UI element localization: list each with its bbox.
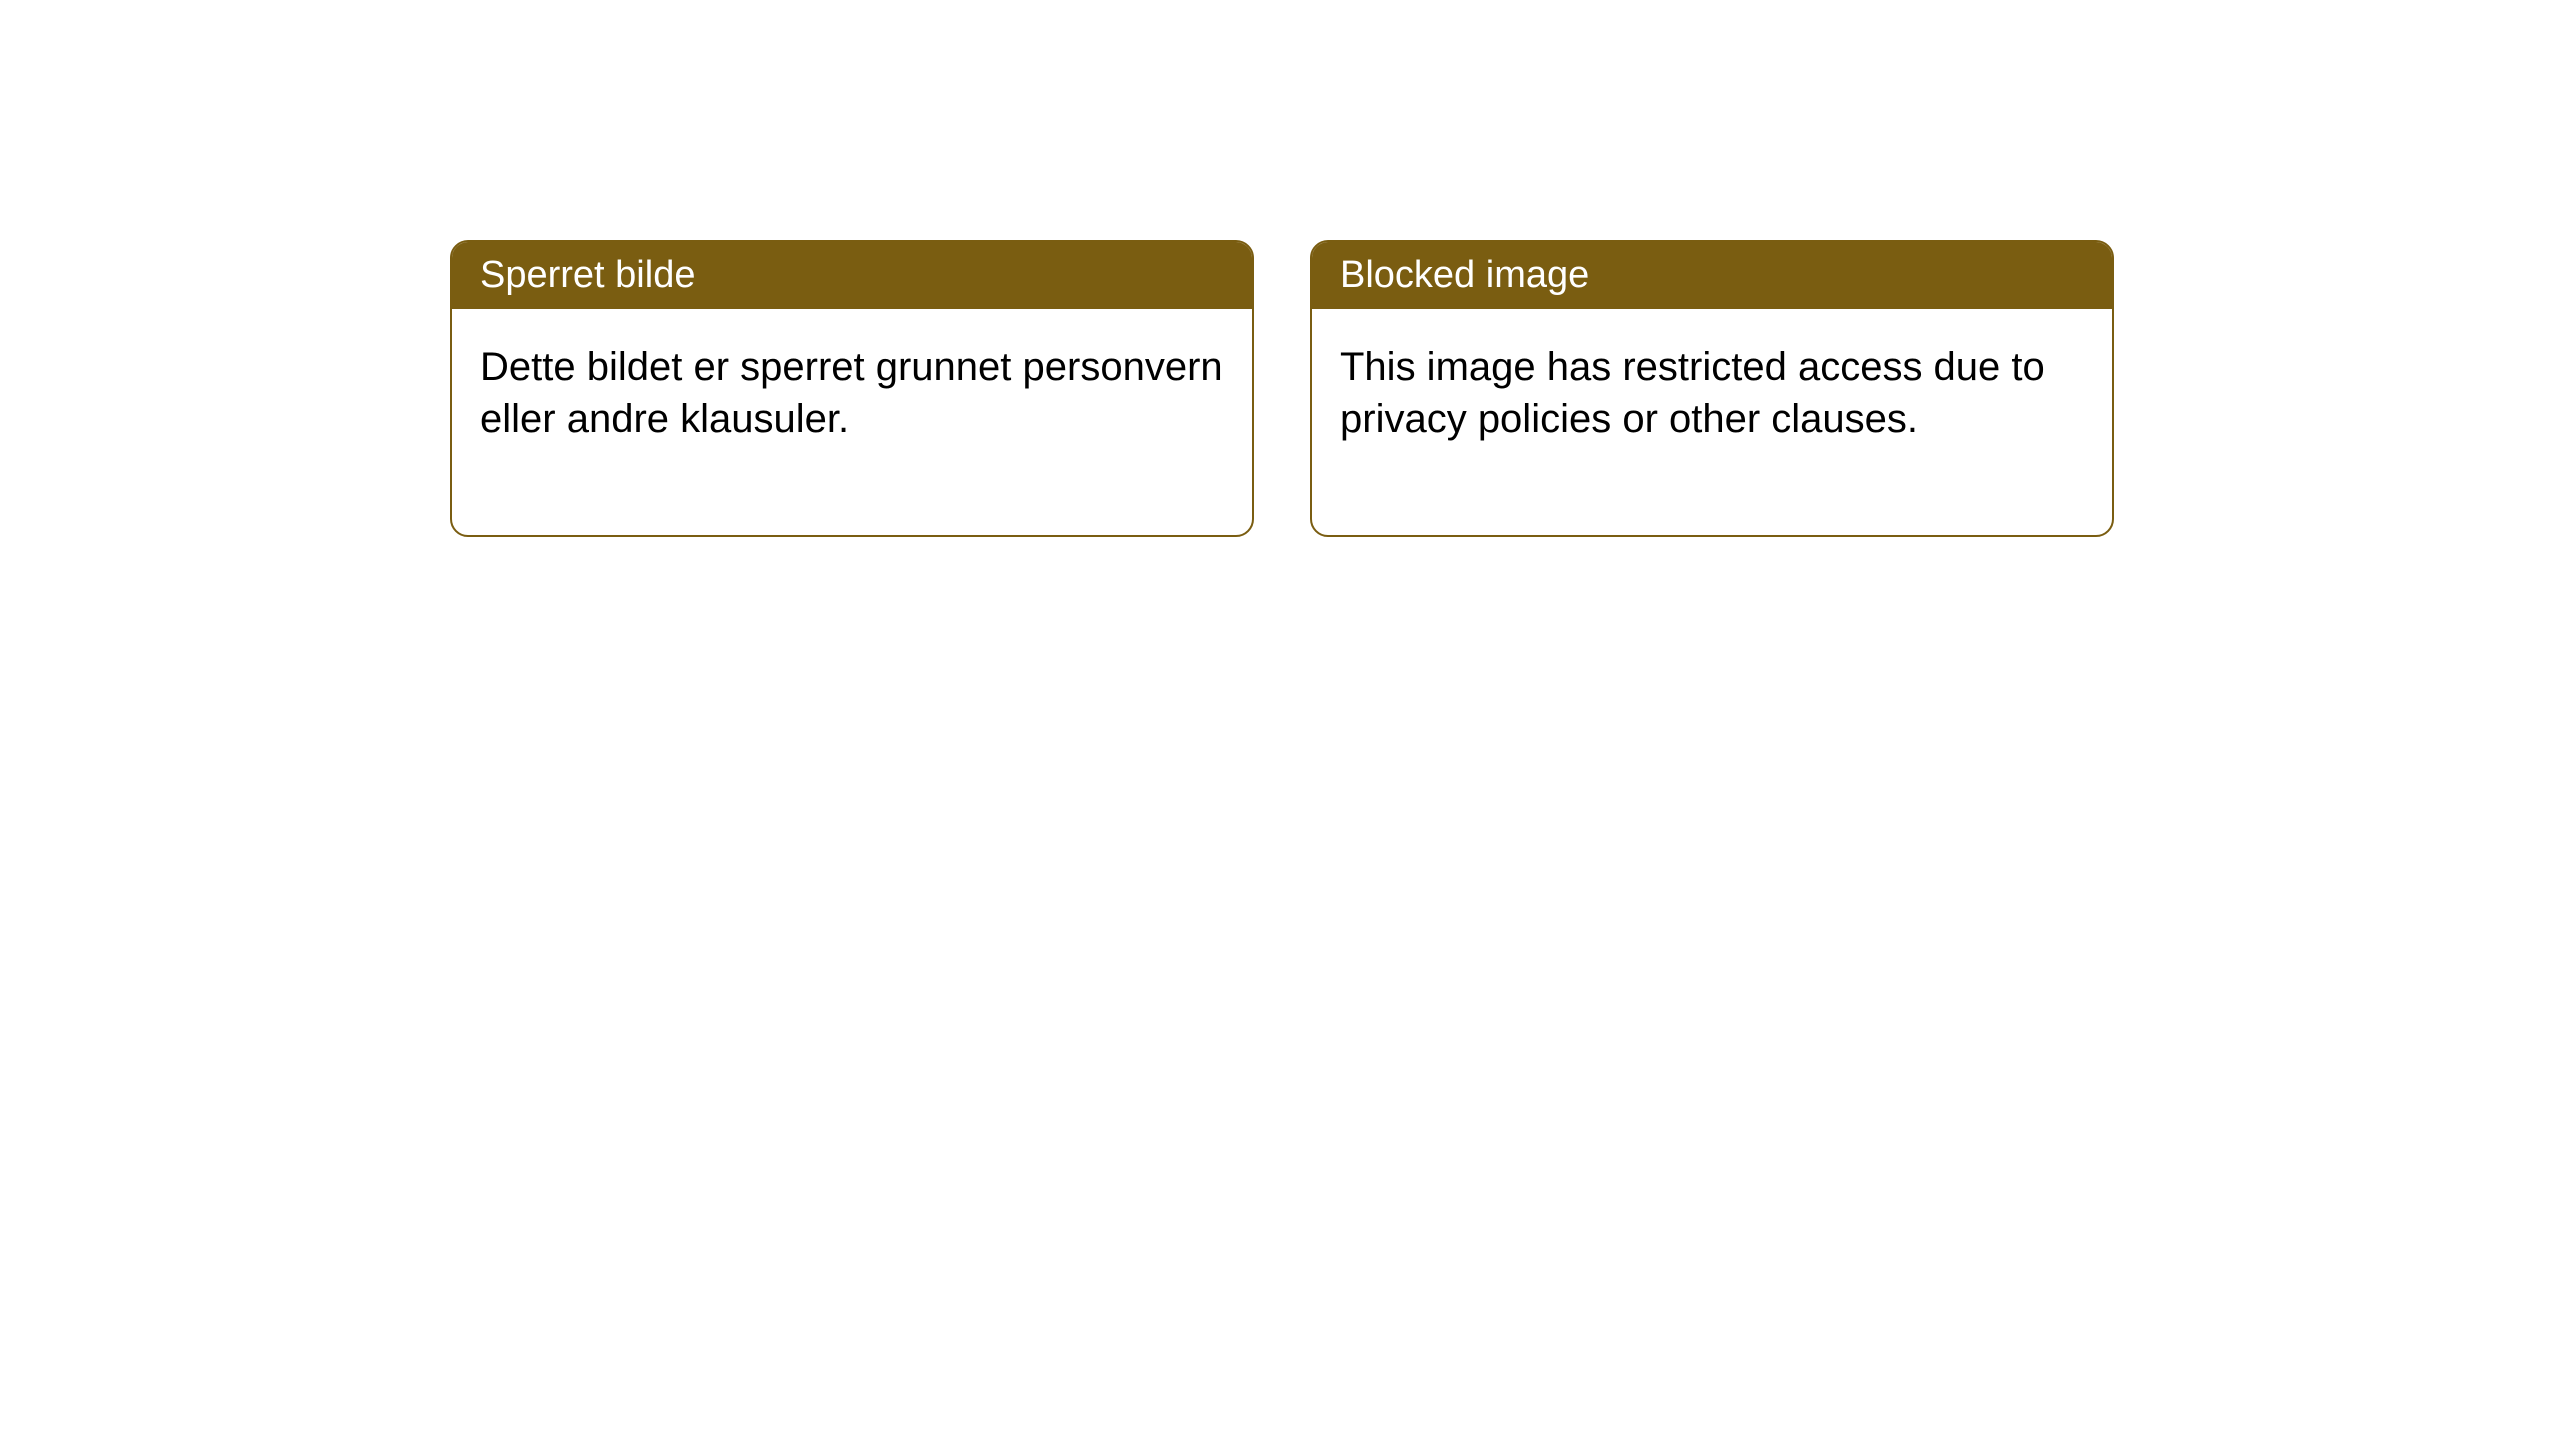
notice-body: This image has restricted access due to … bbox=[1312, 309, 2112, 535]
notice-header: Blocked image bbox=[1312, 242, 2112, 309]
notice-message: Dette bildet er sperret grunnet personve… bbox=[480, 345, 1223, 441]
notice-title: Blocked image bbox=[1340, 254, 1589, 296]
notice-body: Dette bildet er sperret grunnet personve… bbox=[452, 309, 1252, 535]
notice-title: Sperret bilde bbox=[480, 254, 695, 296]
notice-header: Sperret bilde bbox=[452, 242, 1252, 309]
notice-message: This image has restricted access due to … bbox=[1340, 345, 2045, 441]
notice-card-norwegian: Sperret bilde Dette bildet er sperret gr… bbox=[450, 240, 1254, 537]
notice-container: Sperret bilde Dette bildet er sperret gr… bbox=[450, 240, 2114, 537]
notice-card-english: Blocked image This image has restricted … bbox=[1310, 240, 2114, 537]
